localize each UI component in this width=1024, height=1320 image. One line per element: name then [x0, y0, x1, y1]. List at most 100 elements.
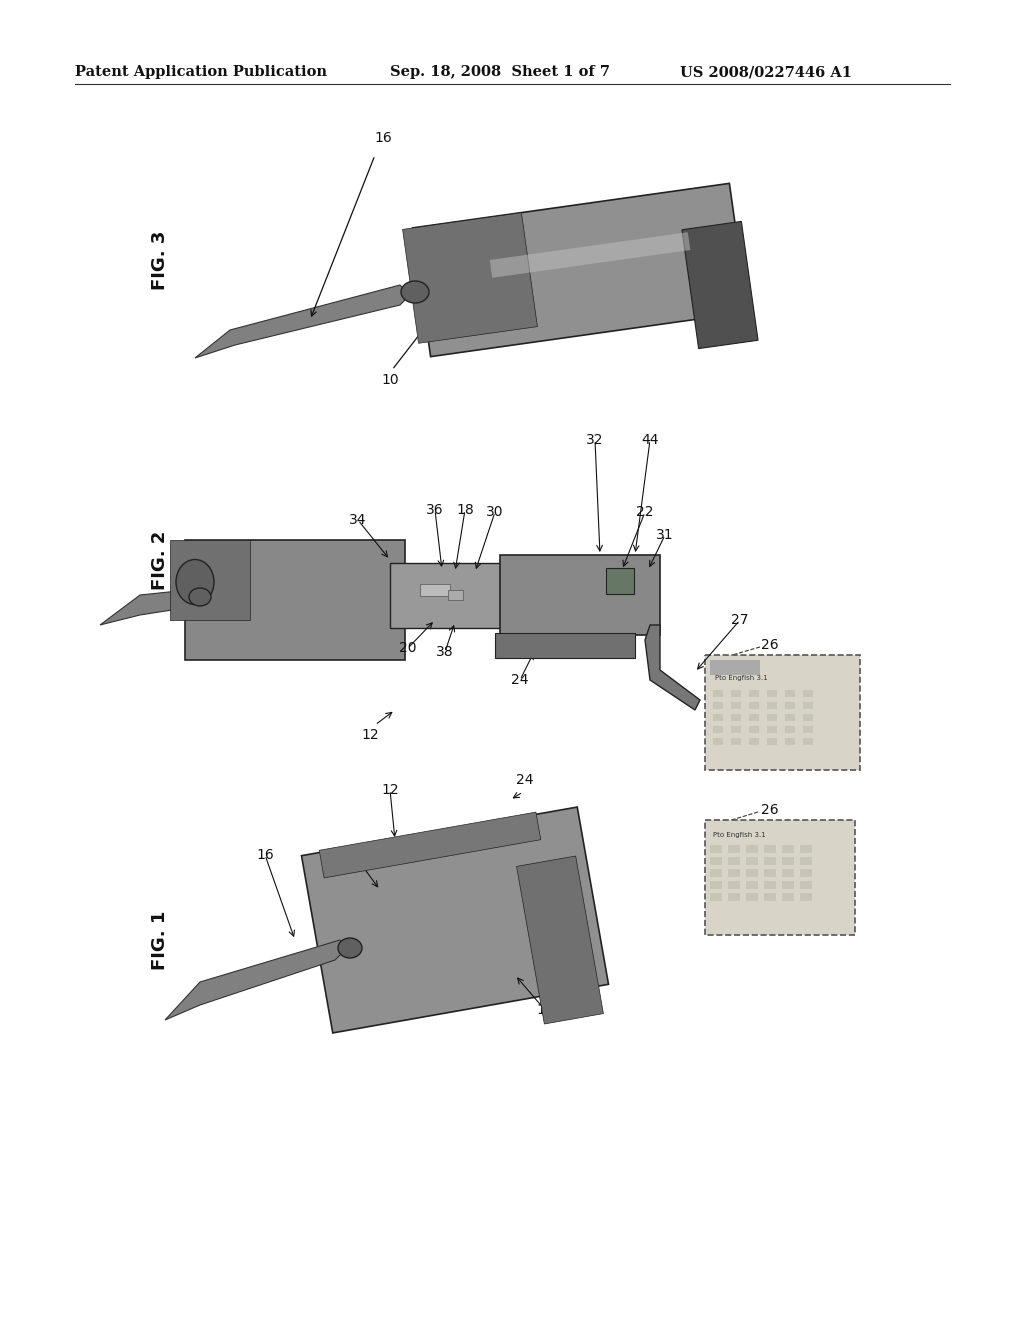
Bar	[710, 869, 722, 876]
Text: 44: 44	[641, 433, 658, 447]
Bar	[746, 845, 758, 853]
Bar	[731, 738, 741, 744]
Bar	[713, 702, 723, 709]
Text: 34: 34	[349, 513, 367, 527]
Bar	[767, 726, 777, 733]
Bar	[764, 894, 776, 902]
Bar	[746, 880, 758, 888]
Bar	[710, 894, 722, 902]
Text: US 2008/0227446 A1: US 2008/0227446 A1	[680, 65, 852, 79]
Bar	[764, 880, 776, 888]
Text: 14: 14	[537, 1003, 554, 1016]
Bar	[785, 738, 795, 744]
Bar	[764, 857, 776, 865]
Text: 18: 18	[456, 503, 474, 517]
Bar	[749, 690, 759, 697]
Bar	[749, 738, 759, 744]
Text: 36: 36	[426, 503, 443, 517]
Bar	[767, 702, 777, 709]
Bar	[710, 880, 722, 888]
Bar	[767, 690, 777, 697]
Text: FIG. 3: FIG. 3	[151, 230, 169, 289]
Bar	[803, 738, 813, 744]
Text: 26: 26	[761, 803, 779, 817]
Bar	[705, 820, 855, 935]
Bar	[749, 726, 759, 733]
Bar	[713, 714, 723, 721]
Polygon shape	[100, 590, 195, 624]
Bar	[705, 655, 860, 770]
Bar	[728, 845, 740, 853]
Bar	[731, 702, 741, 709]
Polygon shape	[390, 562, 510, 627]
Ellipse shape	[401, 281, 429, 304]
Text: Pto Engfish 3.1: Pto Engfish 3.1	[715, 675, 768, 681]
Bar	[728, 880, 740, 888]
Polygon shape	[500, 554, 660, 635]
Bar	[731, 714, 741, 721]
Bar	[710, 857, 722, 865]
Text: 27: 27	[731, 612, 749, 627]
Text: Patent Application Publication: Patent Application Publication	[75, 65, 327, 79]
Text: 30: 30	[486, 506, 504, 519]
Bar	[731, 690, 741, 697]
Bar	[767, 714, 777, 721]
Bar	[782, 880, 794, 888]
Text: 32: 32	[587, 433, 604, 447]
Text: 16: 16	[374, 131, 392, 145]
Bar	[713, 738, 723, 744]
Bar	[803, 702, 813, 709]
Polygon shape	[165, 940, 345, 1020]
Bar	[803, 690, 813, 697]
Bar	[800, 880, 812, 888]
Text: FIG. 1: FIG. 1	[151, 911, 169, 970]
Bar	[785, 726, 795, 733]
Bar	[782, 869, 794, 876]
Text: 24: 24	[511, 673, 528, 686]
Ellipse shape	[338, 939, 362, 958]
Ellipse shape	[189, 587, 211, 606]
Text: 10: 10	[381, 374, 398, 387]
Polygon shape	[402, 213, 538, 343]
Bar	[800, 869, 812, 876]
Bar	[728, 869, 740, 876]
Bar	[767, 738, 777, 744]
Bar	[749, 702, 759, 709]
Bar	[710, 660, 760, 675]
Text: 10: 10	[349, 853, 367, 867]
Text: 12: 12	[361, 729, 379, 742]
Bar	[728, 894, 740, 902]
Polygon shape	[301, 807, 608, 1034]
Bar	[800, 894, 812, 902]
Bar	[803, 726, 813, 733]
Bar	[710, 845, 722, 853]
Bar	[749, 714, 759, 721]
Bar	[728, 857, 740, 865]
Text: 38: 38	[436, 645, 454, 659]
Polygon shape	[516, 855, 603, 1024]
Bar	[746, 894, 758, 902]
Bar	[800, 857, 812, 865]
Polygon shape	[420, 583, 450, 597]
Bar	[782, 894, 794, 902]
Bar	[746, 857, 758, 865]
Text: 16: 16	[256, 847, 273, 862]
Polygon shape	[645, 624, 700, 710]
Bar	[785, 690, 795, 697]
Polygon shape	[319, 812, 541, 878]
Bar	[782, 845, 794, 853]
Text: 31: 31	[656, 528, 674, 543]
Polygon shape	[170, 540, 250, 620]
Bar	[713, 726, 723, 733]
Bar	[746, 869, 758, 876]
Bar	[782, 857, 794, 865]
Text: 24: 24	[516, 774, 534, 787]
Polygon shape	[489, 232, 690, 277]
Polygon shape	[447, 590, 463, 601]
Text: FIG. 2: FIG. 2	[151, 531, 169, 590]
Bar	[785, 714, 795, 721]
Text: Sep. 18, 2008  Sheet 1 of 7: Sep. 18, 2008 Sheet 1 of 7	[390, 65, 610, 79]
Bar	[785, 702, 795, 709]
Bar	[713, 690, 723, 697]
Bar	[803, 714, 813, 721]
